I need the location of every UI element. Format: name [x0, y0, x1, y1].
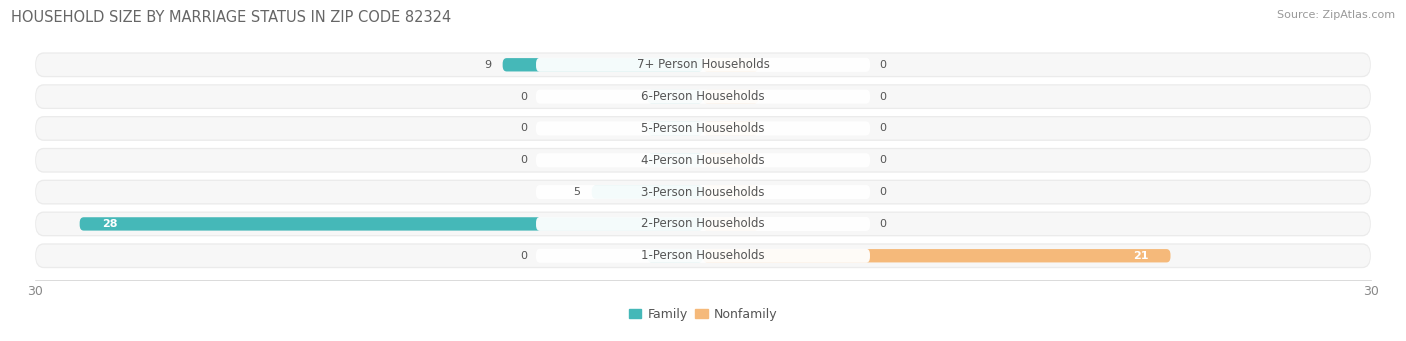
FancyBboxPatch shape [703, 217, 759, 231]
FancyBboxPatch shape [536, 58, 870, 72]
FancyBboxPatch shape [703, 90, 759, 103]
FancyBboxPatch shape [703, 58, 759, 72]
Text: 7+ Person Households: 7+ Person Households [637, 58, 769, 71]
FancyBboxPatch shape [37, 244, 1369, 267]
FancyBboxPatch shape [592, 186, 703, 199]
FancyBboxPatch shape [37, 149, 1369, 172]
Text: 0: 0 [879, 92, 886, 102]
Text: 28: 28 [101, 219, 118, 229]
Text: 0: 0 [520, 251, 527, 261]
FancyBboxPatch shape [35, 116, 1371, 141]
Text: 2-Person Households: 2-Person Households [641, 218, 765, 231]
Text: 0: 0 [879, 187, 886, 197]
Text: 0: 0 [520, 123, 527, 133]
Text: 4-Person Households: 4-Person Households [641, 154, 765, 167]
FancyBboxPatch shape [37, 117, 1369, 139]
Text: 9: 9 [485, 60, 492, 70]
FancyBboxPatch shape [536, 185, 870, 199]
FancyBboxPatch shape [536, 153, 870, 167]
FancyBboxPatch shape [536, 249, 870, 263]
Text: 0: 0 [879, 219, 886, 229]
Text: 5-Person Households: 5-Person Households [641, 122, 765, 135]
Legend: Family, Nonfamily: Family, Nonfamily [624, 303, 782, 326]
Text: 1-Person Households: 1-Person Households [641, 249, 765, 262]
FancyBboxPatch shape [80, 217, 703, 231]
Text: HOUSEHOLD SIZE BY MARRIAGE STATUS IN ZIP CODE 82324: HOUSEHOLD SIZE BY MARRIAGE STATUS IN ZIP… [11, 10, 451, 25]
FancyBboxPatch shape [37, 86, 1369, 108]
FancyBboxPatch shape [703, 249, 1170, 263]
FancyBboxPatch shape [536, 90, 870, 104]
FancyBboxPatch shape [536, 121, 870, 135]
Text: 6-Person Households: 6-Person Households [641, 90, 765, 103]
FancyBboxPatch shape [37, 213, 1369, 235]
FancyBboxPatch shape [647, 90, 703, 103]
Text: 5: 5 [574, 187, 581, 197]
Text: 0: 0 [520, 155, 527, 165]
Text: Source: ZipAtlas.com: Source: ZipAtlas.com [1277, 10, 1395, 20]
FancyBboxPatch shape [35, 211, 1371, 236]
Text: 0: 0 [879, 60, 886, 70]
Text: 0: 0 [520, 92, 527, 102]
FancyBboxPatch shape [35, 148, 1371, 173]
FancyBboxPatch shape [703, 122, 759, 135]
FancyBboxPatch shape [703, 186, 759, 199]
Text: 3-Person Households: 3-Person Households [641, 186, 765, 198]
FancyBboxPatch shape [647, 249, 703, 263]
FancyBboxPatch shape [703, 153, 759, 167]
FancyBboxPatch shape [536, 217, 870, 231]
FancyBboxPatch shape [37, 54, 1369, 76]
Text: 0: 0 [879, 123, 886, 133]
Text: 0: 0 [879, 155, 886, 165]
FancyBboxPatch shape [503, 58, 703, 72]
FancyBboxPatch shape [647, 122, 703, 135]
FancyBboxPatch shape [35, 243, 1371, 268]
FancyBboxPatch shape [35, 180, 1371, 205]
FancyBboxPatch shape [37, 181, 1369, 203]
Text: 21: 21 [1133, 251, 1149, 261]
FancyBboxPatch shape [35, 53, 1371, 77]
FancyBboxPatch shape [35, 84, 1371, 109]
FancyBboxPatch shape [647, 153, 703, 167]
